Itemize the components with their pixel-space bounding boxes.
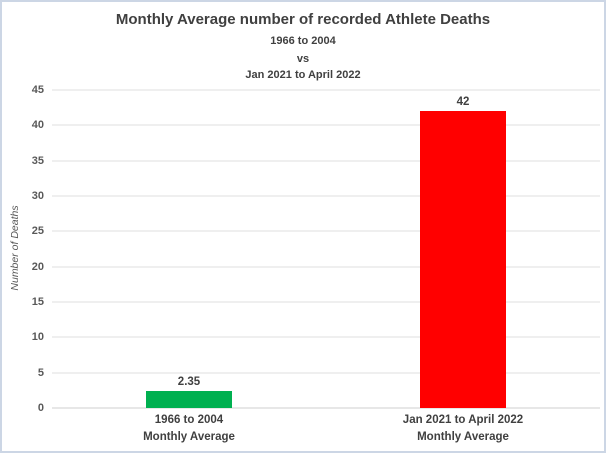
y-tick-label-35: 35 [31,154,44,167]
y-tick-label-25: 25 [31,225,44,238]
gridline-30 [52,195,600,197]
chart-subtitle-line-1: 1966 to 2004 [270,35,336,47]
x-axis-category-labels: 1966 to 2004 Monthly Average Jan 2021 to A… [52,412,600,450]
plot-area: 2.35 42 [52,89,600,409]
chart-subtitle-line-3: Jan 2021 to April 2022 [245,69,361,81]
bar-rect [146,391,232,408]
gridline-15 [52,301,600,303]
bar-past-average: 2.35 [146,376,232,408]
gridline-25 [52,230,600,233]
y-tick-label-5: 5 [37,366,44,379]
bar-recent-average: 42 [420,96,506,408]
y-tick-label-0: 0 [37,402,44,414]
bar-data-label: 42 [456,96,470,109]
bar-rect [420,111,506,408]
chart-title: Monthly Average number of recorded Athle… [115,11,491,28]
gridline-45 [52,89,600,91]
bar-data-label: 2.35 [177,376,201,389]
category-label-line: 1966 to 2004 [154,414,224,426]
y-tick-label-15: 15 [31,296,44,308]
y-tick-label-10: 10 [31,331,44,344]
gridline-20 [52,265,600,268]
gridline-5 [52,371,600,374]
category-label-2: Jan 2021 to April 2022 Monthly Average [353,412,573,446]
y-tick-label-45: 45 [31,84,44,96]
y-axis-tick-labels: 0 5 10 15 20 25 30 35 40 45 [2,84,44,414]
category-label-1: 1966 to 2004 Monthly Average [79,412,299,446]
y-tick-label-20: 20 [31,260,44,273]
y-tick-label-30: 30 [31,190,44,202]
category-label-line: Jan 2021 to April 2022 [402,414,524,426]
category-label-line: Monthly Average [143,431,235,443]
gridline-0 [52,407,600,409]
chart-subtitle-line-2: vs [296,53,310,65]
gridline-35 [52,159,600,162]
y-tick-label-40: 40 [31,119,44,132]
gridline-40 [52,124,600,127]
gridline-10 [52,336,600,339]
category-label-line: Monthly Average [417,431,509,443]
